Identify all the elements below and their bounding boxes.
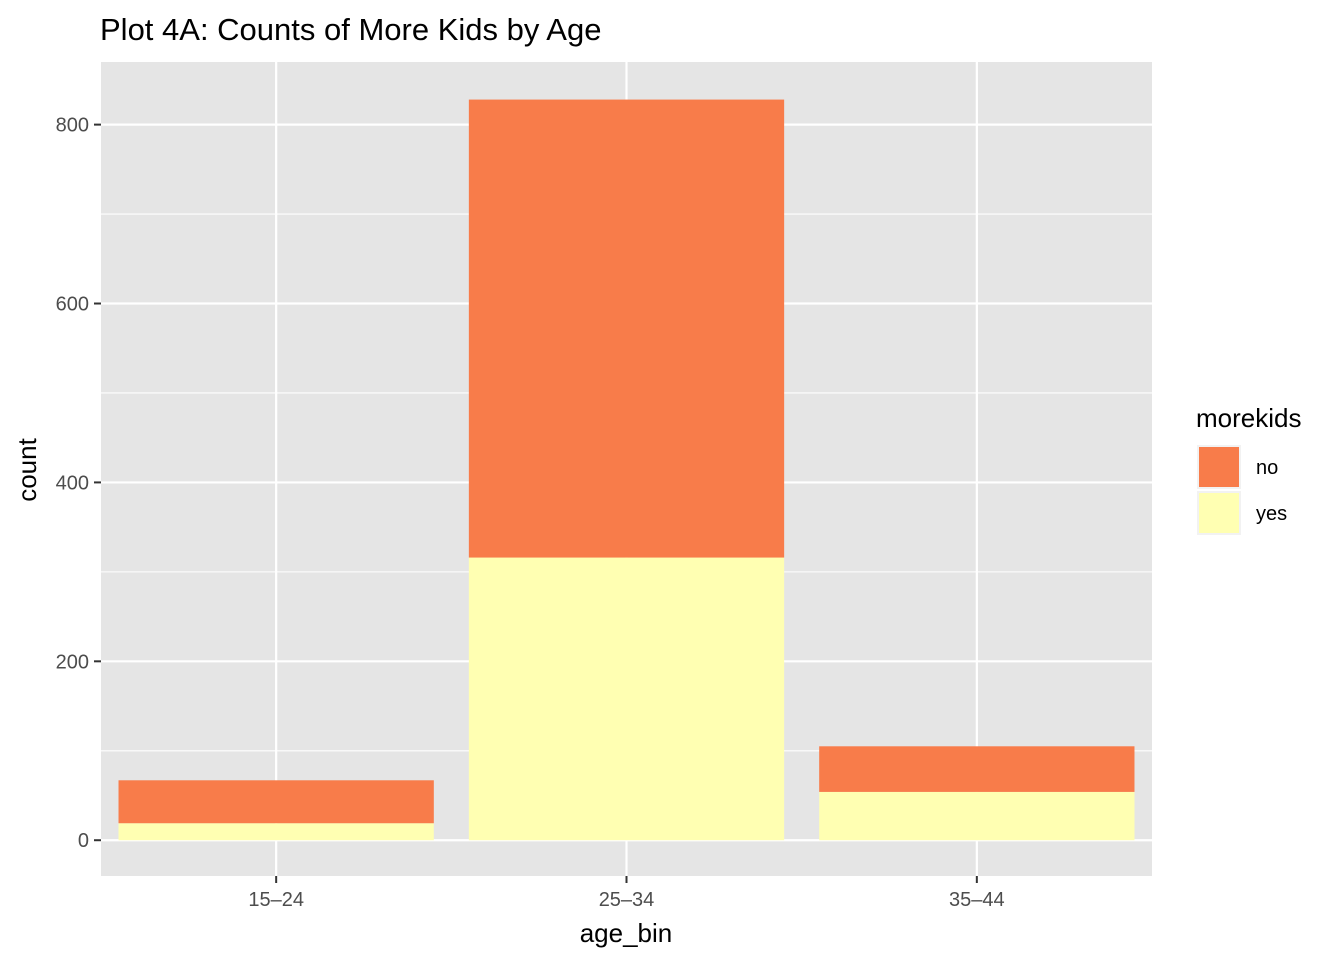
y-tick-label: 200 — [56, 651, 89, 673]
x-axis: 15–24 25–34 35–44 — [248, 876, 1005, 911]
y-axis: 0 200 400 600 800 — [56, 115, 101, 852]
x-tick-label: 25–34 — [599, 889, 655, 911]
bar-no-2 — [468, 99, 785, 558]
bar-yes-3 — [819, 791, 1135, 841]
bar-yes-2 — [468, 557, 785, 841]
x-tick-label: 35–44 — [949, 889, 1005, 911]
bar-no-3 — [819, 746, 1135, 792]
bar-no-1 — [118, 780, 434, 824]
bar-yes-1 — [118, 823, 434, 841]
legend-label-yes: yes — [1256, 503, 1287, 525]
y-tick-label: 0 — [78, 830, 89, 852]
y-tick-label: 600 — [56, 294, 89, 316]
x-axis-title: age_bin — [580, 918, 673, 948]
legend-key-yes — [1199, 493, 1239, 533]
bars — [118, 99, 1135, 841]
x-tick-label: 15–24 — [248, 889, 304, 911]
legend-key-no — [1199, 447, 1239, 487]
legend-title: morekids — [1196, 403, 1301, 433]
legend-label-no: no — [1256, 457, 1278, 479]
y-tick-label: 400 — [56, 472, 89, 494]
legend: morekids no yes — [1196, 403, 1301, 535]
y-axis-title: count — [12, 437, 42, 501]
chart-title: Plot 4A: Counts of More Kids by Age — [100, 12, 601, 47]
y-tick-label: 800 — [56, 115, 89, 137]
